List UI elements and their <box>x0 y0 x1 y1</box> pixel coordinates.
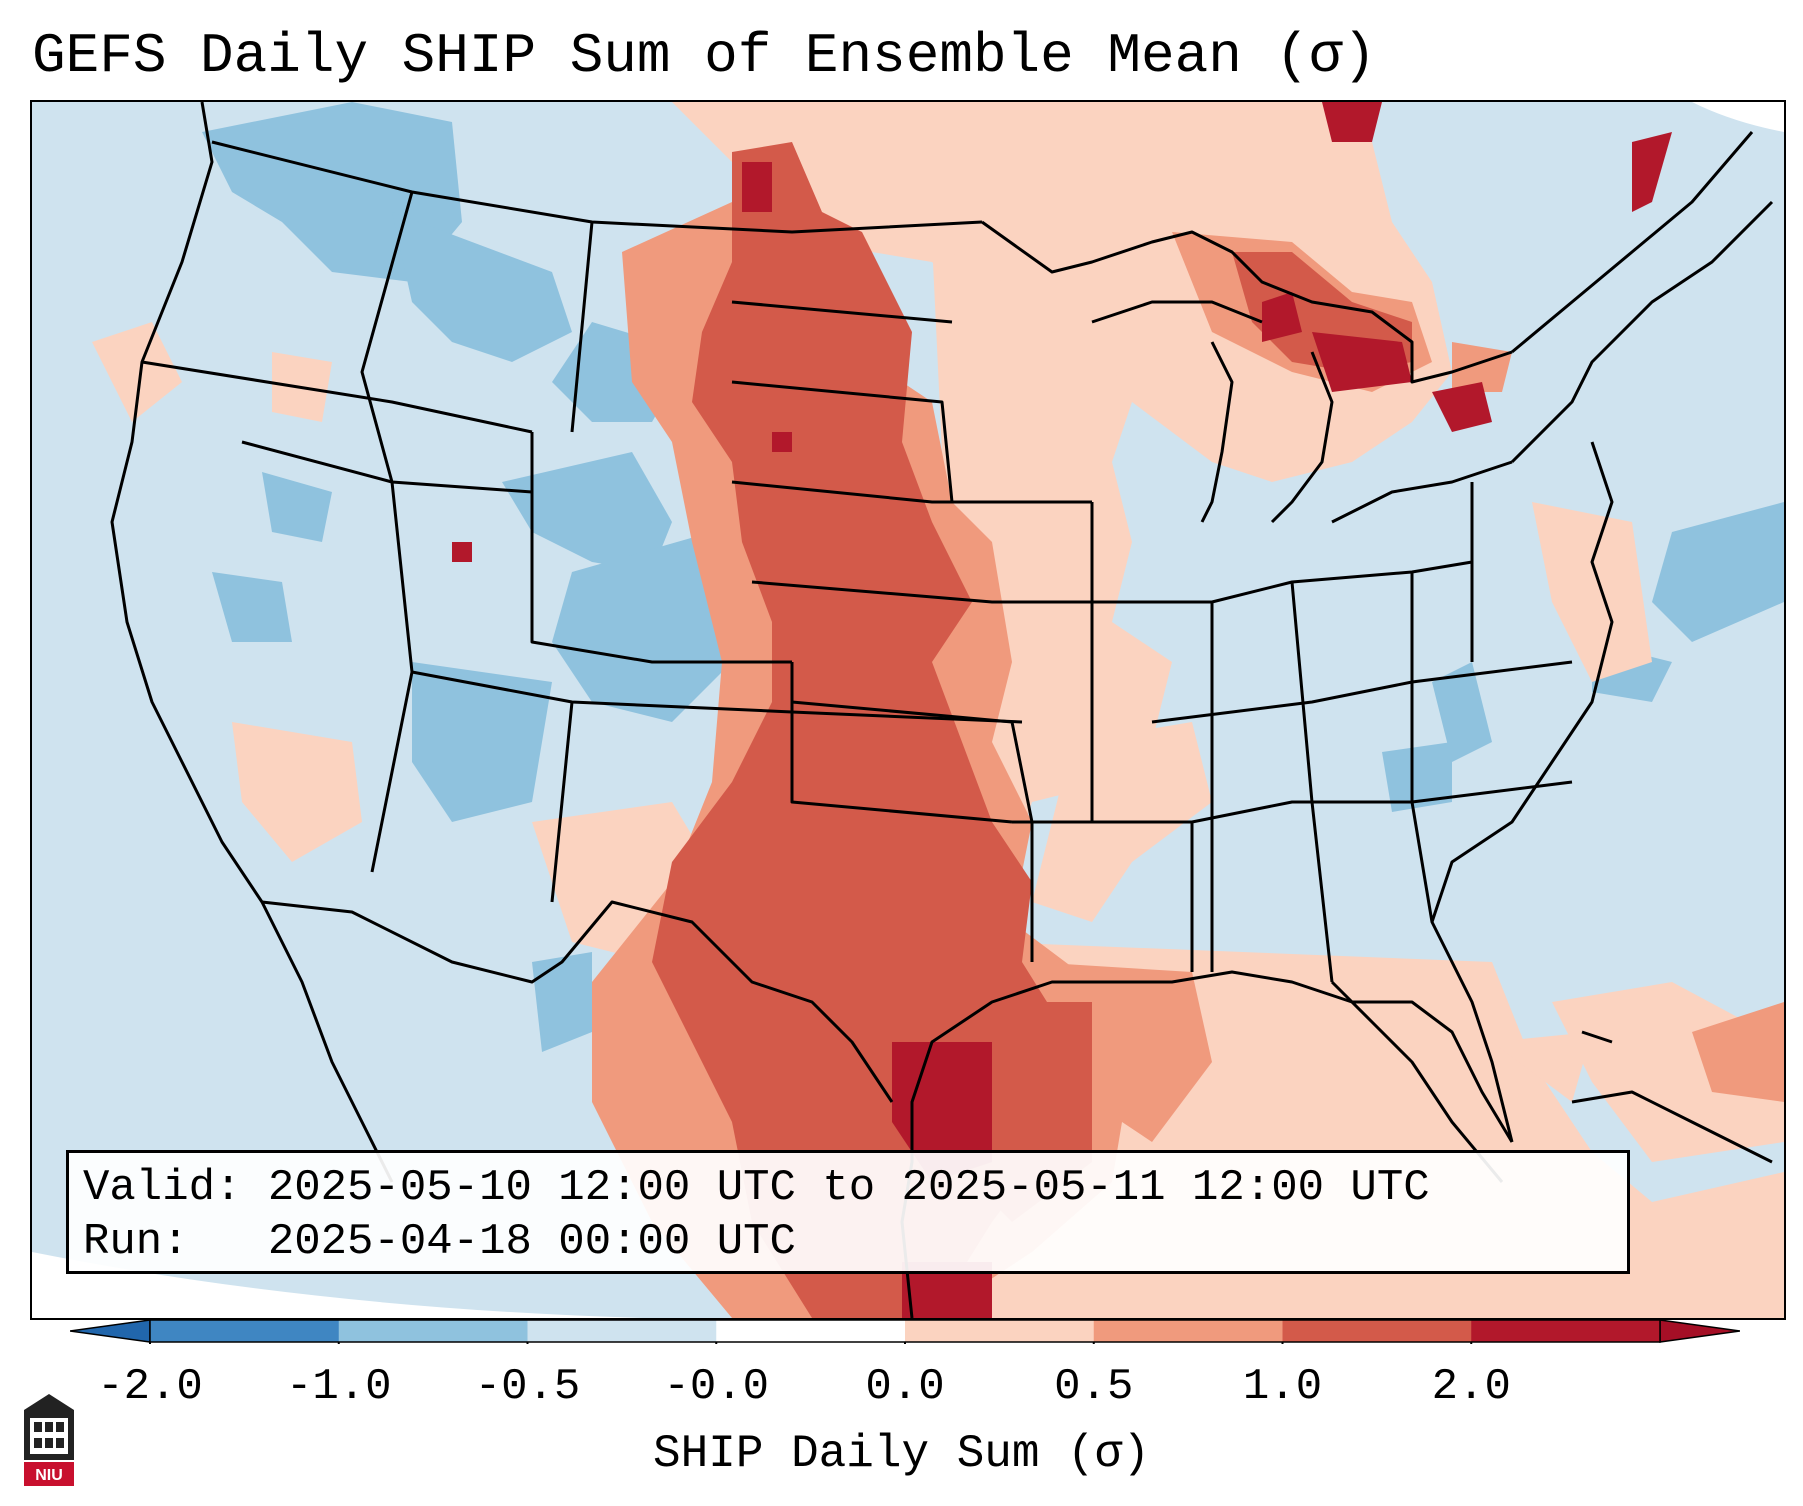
colorbar-bin <box>338 1320 528 1342</box>
negative-anomaly-areas <box>202 102 1784 1318</box>
colorbar-bin <box>1093 1320 1283 1342</box>
colorbar-tick-label: 2.0 <box>1431 1362 1511 1412</box>
extreme-positive-areas <box>452 102 1672 1318</box>
colorbar-bin <box>716 1320 906 1342</box>
colorbar-tick-label: 0.0 <box>865 1362 945 1412</box>
run-value: 2025-04-18 00:00 UTC <box>267 1217 796 1267</box>
colorbar-bin <box>1471 1320 1661 1342</box>
colorbar-bin <box>527 1320 717 1342</box>
colorbar-extend-low <box>70 1319 151 1343</box>
colorbar-bin <box>1282 1320 1472 1342</box>
info-box: Valid: 2025-05-10 12:00 UTC to 2025-05-1… <box>66 1150 1630 1274</box>
colorbar-label: SHIP Daily Sum (σ) <box>653 1428 1150 1480</box>
valid-label: Valid: <box>83 1163 242 1213</box>
map-panel <box>30 100 1786 1320</box>
borders <box>110 102 1774 1318</box>
colorbar-tick-label: -1.0 <box>285 1362 392 1412</box>
colorbar-tick-label: 0.5 <box>1054 1362 1134 1412</box>
valid-value: 2025-05-10 12:00 UTC to 2025-05-11 12:00… <box>267 1163 1430 1213</box>
colorbar-tick-label: -2.0 <box>97 1362 203 1412</box>
colorbar-tick-label: 1.0 <box>1242 1362 1323 1412</box>
colorbar-tick-label: -0.5 <box>474 1362 581 1412</box>
colorbar <box>70 1319 1740 1344</box>
run-label: Run: <box>83 1217 189 1267</box>
colorbar-extend-high <box>1659 1319 1740 1343</box>
projection-edge-ne <box>1692 102 1784 132</box>
map-title: GEFS Daily SHIP Sum of Ensemble Mean (σ) <box>32 24 1377 88</box>
colorbar-tick-label: -0.0 <box>663 1362 770 1412</box>
colorbar-bin <box>905 1320 1095 1342</box>
projection-edge <box>32 1252 932 1318</box>
colorbar-bin <box>150 1320 340 1342</box>
niu-logo-icon: NIU <box>24 1394 74 1486</box>
svg-text:NIU: NIU <box>35 1467 63 1484</box>
map-canvas <box>32 102 1784 1318</box>
